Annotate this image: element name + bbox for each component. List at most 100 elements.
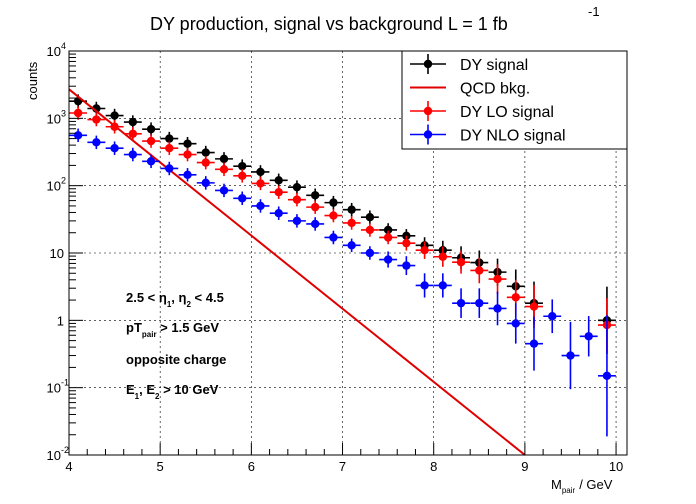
y-tick-label: 10 [47, 111, 61, 126]
legend-label: DY LO signal [460, 104, 554, 121]
legend-label: QCD bkg. [460, 81, 530, 98]
legend-item: DY signal [410, 54, 528, 74]
legend-box [401, 50, 628, 150]
data-point [329, 211, 338, 220]
data-point [365, 225, 375, 235]
data-point [365, 248, 375, 258]
data-point [183, 170, 192, 180]
data-point [128, 150, 138, 159]
data-point [183, 139, 192, 148]
legend-item: DY NLO signal [410, 124, 566, 145]
data-point [274, 187, 283, 197]
series-qcd-bkg [68, 88, 526, 456]
x-tick-label: 4 [65, 459, 72, 474]
legend-item: DY LO signal [410, 101, 554, 121]
legend-label: DY NLO signal [460, 128, 566, 145]
data-point [511, 293, 520, 302]
y-tick-label: 10 [50, 246, 64, 261]
x-axis-label: Mpair / GeV [551, 477, 613, 495]
data-point [128, 129, 138, 138]
chart-title: DY production, signal vs background L = … [150, 14, 508, 34]
data-point [329, 233, 338, 242]
data-point [456, 298, 466, 308]
data-point [493, 304, 502, 313]
legend-label: DY signal [460, 57, 528, 74]
y-tick-exponent: 3 [61, 108, 66, 118]
y-tick-label: 10 [47, 44, 61, 59]
y-axis-label: counts [25, 61, 40, 100]
data-point [292, 216, 302, 226]
data-point [402, 261, 411, 270]
data-point [165, 134, 174, 143]
data-point [420, 246, 429, 255]
annotation-part: 2 [155, 392, 160, 401]
annotation-part: pT [126, 320, 142, 335]
y-tick-exponent: 2 [61, 176, 66, 186]
data-point [165, 144, 174, 153]
data-point [146, 124, 156, 134]
data-point [347, 218, 356, 228]
annotation-part: , E [139, 382, 155, 397]
annotation-text: opposite charge [126, 352, 226, 367]
annotation-text: pTpair > 1.5 GeV [126, 320, 219, 339]
data-point [183, 150, 192, 159]
legend-item: QCD bkg. [410, 81, 530, 98]
data-point [420, 281, 429, 290]
data-point [92, 138, 101, 147]
data-point [310, 219, 320, 229]
data-point [329, 198, 338, 207]
x-tick-label: 5 [157, 459, 164, 474]
annotation-part: , η [171, 290, 186, 305]
data-point [219, 186, 229, 195]
qcd-bkg-line [68, 88, 526, 456]
data-point [475, 298, 484, 308]
data-point [201, 178, 210, 188]
x-tick-label: 7 [339, 459, 346, 474]
data-point [584, 332, 593, 341]
y-tick-exponent: 4 [61, 41, 66, 51]
data-point [383, 255, 393, 264]
annotation-text: 2.5 < η1, η2 < 4.5 [126, 290, 224, 309]
data-point [347, 205, 356, 214]
data-point [256, 167, 265, 177]
data-point [201, 148, 210, 157]
data-point [274, 176, 283, 185]
annotation-part: 1 [167, 300, 172, 309]
data-point [438, 281, 448, 290]
data-point [347, 241, 356, 250]
series-dy-lo-signal [69, 106, 616, 353]
data-point [110, 111, 119, 120]
annotation-text: E1, E2 > 10 GeV [126, 382, 219, 401]
y-tick-label: 10 [47, 381, 61, 396]
data-point [256, 201, 265, 211]
data-point [73, 131, 83, 140]
data-point [383, 233, 393, 242]
data-point [602, 371, 612, 381]
data-point [146, 136, 156, 146]
y-tick-label: 1 [57, 313, 64, 328]
x-tick-label: 8 [430, 459, 437, 474]
legend: DY signal QCD bkg. DY LO signal DY NLO sign… [401, 50, 628, 150]
data-point [274, 209, 283, 218]
data-point [292, 182, 302, 192]
data-point [146, 157, 156, 166]
data-point [566, 351, 575, 360]
annotation-part: > 10 GeV [159, 382, 218, 397]
data-point [238, 171, 247, 181]
annotation-part: 2 [186, 300, 191, 309]
data-point [219, 165, 229, 174]
data-point [529, 339, 539, 348]
x-tick-label: 10 [609, 459, 623, 474]
data-point [529, 302, 539, 311]
data-point [201, 158, 210, 167]
annotation-part: 2.5 < η [126, 290, 167, 305]
annotation-part: 1 [135, 392, 140, 401]
annotation-part: < 4.5 [191, 290, 224, 305]
data-point [92, 115, 101, 124]
annotation-part: pair [142, 330, 157, 339]
data-point [383, 225, 393, 235]
chart-title-superscript: -1 [588, 4, 600, 19]
data-point [456, 258, 466, 267]
